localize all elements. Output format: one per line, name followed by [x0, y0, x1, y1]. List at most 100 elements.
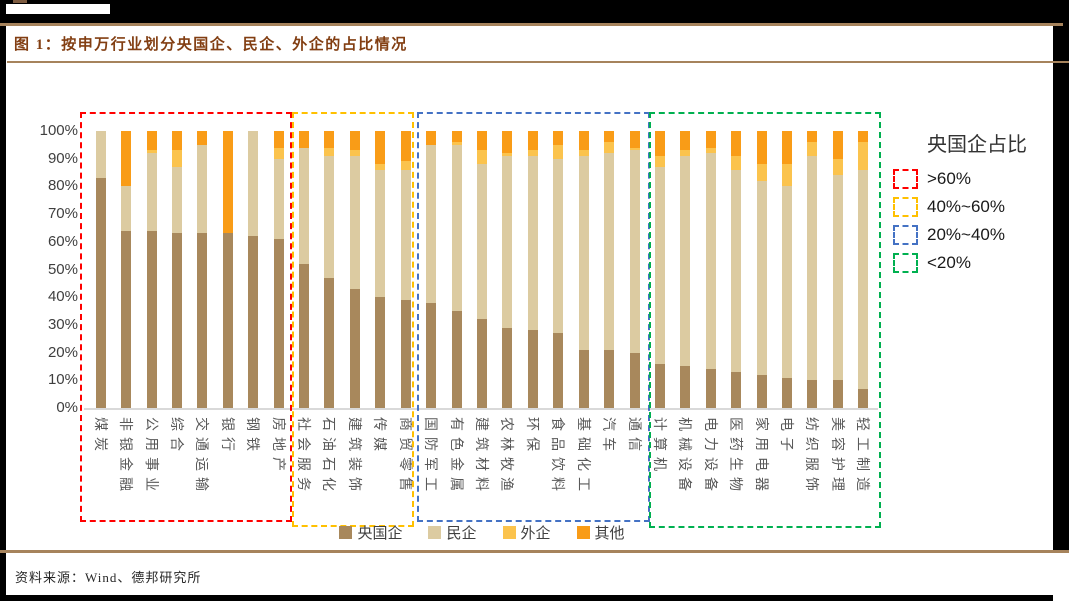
bar-segment — [197, 144, 208, 234]
threshold-legend-items: >60% 40%~60% 20%~40% <20% — [893, 165, 1053, 277]
bar-segment — [654, 131, 665, 156]
threshold-label: 20%~40% — [927, 225, 1005, 244]
horizontal-rule-top — [0, 23, 1063, 26]
bar-segment — [502, 155, 513, 328]
bar-segment — [349, 155, 360, 289]
bar-segment — [477, 319, 487, 408]
bar-segment — [527, 150, 538, 156]
bar-segment — [553, 333, 564, 408]
threshold-label: <20% — [927, 253, 971, 272]
bar-segment — [197, 131, 208, 145]
threshold-label: >60% — [927, 169, 971, 188]
bar-segment — [349, 150, 360, 156]
bar-segment — [832, 158, 843, 176]
bar-segment — [477, 164, 487, 320]
bar-segment — [324, 131, 335, 148]
bar-segment — [324, 147, 335, 156]
threshold-swatch — [893, 253, 918, 273]
bar-segment — [782, 186, 793, 378]
horizontal-rule-bottom — [0, 550, 1069, 553]
legend-swatch — [576, 526, 590, 539]
threshold-swatch — [893, 225, 918, 245]
bar-segment — [604, 131, 615, 143]
y-tick-label: 50% — [47, 260, 78, 278]
group-box — [649, 112, 881, 528]
bar-segment — [604, 349, 615, 408]
threshold-swatch — [893, 169, 918, 189]
bar-segment — [527, 131, 538, 151]
bar-segment — [731, 169, 742, 372]
bar-segment — [324, 277, 335, 408]
bar-segment — [832, 175, 843, 381]
bar-segment — [273, 158, 284, 240]
page-top-edge — [6, 4, 110, 14]
bar-segment — [858, 142, 869, 170]
bar-segment — [273, 131, 284, 148]
bar-segment — [731, 371, 742, 408]
figure-title: 图 1：按申万行业划分央国企、民企、外企的占比情况 — [14, 37, 408, 53]
bar-segment — [832, 380, 843, 408]
y-tick-label: 70% — [47, 205, 78, 223]
bar-segment — [451, 311, 462, 408]
group-box — [292, 112, 414, 527]
bar-segment — [807, 380, 818, 408]
y-tick-label: 100% — [39, 122, 78, 139]
bar-segment — [400, 299, 411, 408]
bar-segment — [197, 233, 208, 408]
bar-segment — [349, 131, 360, 151]
bar-segment — [756, 131, 767, 165]
bar-segment — [604, 153, 615, 350]
bar-segment — [604, 142, 615, 154]
bar-segment — [171, 150, 182, 167]
bar-segment — [222, 233, 233, 408]
logo-fragment — [13, 0, 27, 3]
bar-segment — [629, 352, 640, 408]
bar-segment — [782, 377, 793, 408]
bar-segment — [146, 150, 157, 154]
bar-segment — [858, 131, 869, 143]
threshold-legend-item: <20% — [893, 249, 1053, 277]
threshold-legend: 央国企占比 >60% 40%~60% 20%~40% <20% — [893, 128, 1053, 277]
bar-segment — [426, 302, 437, 408]
bar-segment — [680, 150, 691, 156]
bar-segment — [578, 349, 589, 408]
legend-label: 央国企 — [357, 525, 403, 542]
bar-segment — [400, 161, 411, 170]
series-legend: 央国企 民企 外企 其他 — [88, 522, 876, 543]
bar-segment — [502, 131, 513, 154]
bar-segment — [248, 236, 259, 408]
bar-segment — [299, 263, 310, 408]
bar-segment — [680, 366, 691, 408]
y-tick-label: 40% — [47, 288, 78, 306]
bar-segment — [451, 131, 462, 143]
threshold-legend-item: 40%~60% — [893, 193, 1053, 221]
bar-segment — [121, 131, 132, 187]
bar-segment — [222, 131, 233, 234]
bar-segment — [654, 363, 665, 408]
bar-segment — [273, 239, 284, 408]
bar-segment — [451, 144, 462, 312]
legend-label: 其他 — [594, 525, 625, 542]
legend-item: 其他 — [576, 522, 625, 543]
threshold-swatch — [893, 197, 918, 217]
bar-segment — [654, 155, 665, 167]
bar-segment — [299, 147, 310, 264]
bar-segment — [629, 147, 640, 151]
threshold-legend-item: 20%~40% — [893, 221, 1053, 249]
bar-segment — [426, 131, 437, 145]
legend-swatch — [502, 526, 516, 539]
bar-segment — [680, 155, 691, 367]
bar-segment — [95, 178, 106, 408]
legend-swatch — [428, 526, 442, 539]
bar-segment — [832, 131, 843, 159]
bar-segment — [807, 155, 818, 381]
legend-label: 民企 — [446, 525, 477, 542]
legend-swatch — [339, 526, 353, 539]
bar-segment — [553, 144, 564, 159]
bar-segment — [731, 131, 742, 156]
bar-segment — [527, 330, 538, 408]
bar-segment — [248, 131, 259, 237]
bar-segment — [629, 131, 640, 148]
bar-segment — [782, 164, 793, 187]
